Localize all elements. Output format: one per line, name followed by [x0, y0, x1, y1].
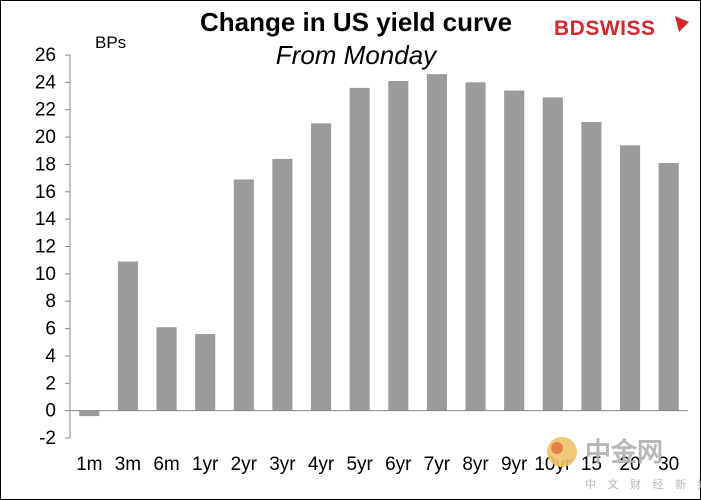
- bar-8yr: [465, 82, 486, 411]
- y-tick-label: 22: [35, 100, 56, 121]
- y-tick-label: 2: [45, 373, 56, 394]
- bar-series: [79, 74, 679, 417]
- x-tick-label: 1yr: [192, 454, 219, 475]
- bar-9yr: [504, 90, 525, 411]
- y-tick-label: 16: [35, 182, 56, 203]
- bar-1yr: [195, 334, 216, 411]
- watermark-logo-dot-icon: [551, 442, 563, 454]
- y-tick-label: -2: [39, 428, 56, 449]
- x-tick-label: 1m: [76, 454, 102, 475]
- x-tick-label: 6yr: [385, 454, 412, 475]
- x-tick-label: 3yr: [269, 454, 296, 475]
- chart-title: Change in US yield curve: [200, 7, 512, 37]
- y-tick-label: 20: [35, 127, 56, 148]
- y-tick-label: 6: [45, 319, 56, 340]
- y-tick-label: 24: [35, 72, 57, 93]
- y-tick-label: 18: [35, 154, 56, 175]
- bar-15: [581, 122, 602, 411]
- brand-arrow-icon: [675, 16, 689, 32]
- watermark: 中金网 中 文 财 经 新 媒 体: [547, 437, 701, 491]
- watermark-name: 中金网: [585, 437, 663, 468]
- bar-30: [658, 163, 679, 411]
- chart-subtitle: From Monday: [276, 40, 438, 70]
- bar-2yr: [233, 179, 254, 411]
- y-axis-unit-label: BPs: [95, 33, 126, 52]
- x-tick-label: 3m: [115, 454, 141, 475]
- bar-3m: [117, 261, 138, 411]
- x-tick-label: 8yr: [462, 454, 489, 475]
- watermark-logo-icon: [547, 437, 577, 467]
- x-tick-label: 5yr: [346, 454, 373, 475]
- x-tick-label: 7yr: [424, 454, 451, 475]
- y-tick-label: 8: [45, 291, 56, 312]
- x-axis-labels: 1m 3m 6m 1yr 2yr 3yr 4yr 5yr 6yr 7yr 8yr 9yr 10yr 15 2…: [76, 454, 679, 475]
- bar-7yr: [426, 74, 447, 411]
- bar-5yr: [349, 87, 370, 411]
- x-tick-label: 6m: [153, 454, 179, 475]
- brand-logo: BDSWISS: [554, 16, 689, 40]
- bar-20: [620, 145, 641, 411]
- x-tick-label: 20: [619, 454, 640, 475]
- bar-6yr: [388, 80, 409, 411]
- bar-1m: [79, 410, 100, 417]
- x-tick-label: 2yr: [231, 454, 258, 475]
- brand-name: BDSWISS: [554, 17, 656, 40]
- y-tick-label: 12: [35, 237, 56, 258]
- bar-3yr: [272, 158, 293, 411]
- bar-4yr: [311, 123, 332, 411]
- x-tick-label: 15: [581, 454, 602, 475]
- x-tick-label: 4yr: [308, 454, 335, 475]
- bar-6m: [156, 327, 177, 411]
- x-tick-label: 30: [658, 454, 679, 475]
- y-tick-label: 0: [45, 401, 56, 422]
- y-tick-label: 4: [45, 346, 56, 367]
- y-tick-label: 14: [35, 209, 57, 230]
- watermark-tagline: 中 文 财 经 新 媒 体: [585, 477, 701, 491]
- y-tick-label: 26: [35, 45, 56, 66]
- x-tick-label: 9yr: [501, 454, 528, 475]
- bar-10yr: [542, 97, 563, 411]
- y-tick-label: 10: [35, 264, 56, 285]
